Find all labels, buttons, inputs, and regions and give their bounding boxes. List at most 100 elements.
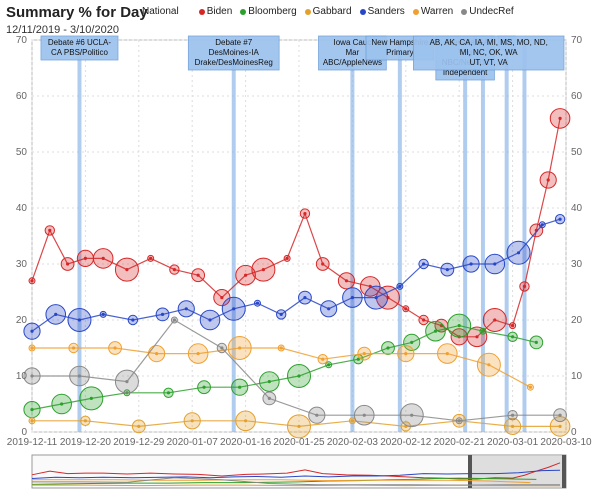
legend-item-gabbard[interactable]: Gabbard [304, 6, 352, 17]
legend-item-bloomberg[interactable]: Bloomberg [240, 6, 297, 17]
data-point-center [522, 284, 527, 288]
annotation-lines [77, 40, 527, 432]
data-point-center [404, 307, 408, 311]
data-point-center [457, 324, 461, 328]
series-bloomberg [23, 313, 544, 419]
data-point-center [172, 268, 176, 272]
event-marker-line [77, 40, 82, 432]
navigator-series-bloomberg [31, 477, 537, 485]
data-point-center [475, 335, 479, 339]
data-point-center [261, 268, 265, 272]
event-label-text: ABC/AppleNews [323, 58, 382, 67]
data-point-center [125, 380, 129, 384]
x-tick-label: 2019-12-20 [60, 437, 112, 448]
data-point-center [445, 352, 449, 356]
x-tick-label: 2020-02-03 [327, 437, 379, 448]
event-label-text: Drake/DesMoinesReg [195, 58, 273, 67]
legend-item-undecref[interactable]: UndecRef [461, 6, 514, 17]
data-point-center [510, 424, 515, 428]
data-point-center [267, 380, 271, 384]
data-point-center [433, 329, 438, 333]
legend-dot-icon [412, 8, 419, 15]
x-tick-label: 2020-03-01 [487, 437, 539, 448]
legend-item-warren[interactable]: Warren [412, 6, 453, 17]
event-marker-line [504, 40, 509, 432]
event-marker-line [480, 40, 485, 432]
data-point-center [220, 346, 224, 350]
data-point-center [244, 419, 248, 423]
data-point-center [510, 324, 515, 328]
legend-label: Biden [206, 6, 233, 17]
navigator-series-sanders [31, 469, 561, 480]
legend-dot-icon [461, 8, 468, 15]
legend-item-biden[interactable]: Biden [198, 6, 233, 17]
y-tick-label-right: 10 [571, 371, 583, 382]
data-point-center [540, 223, 544, 227]
data-point-center [374, 296, 378, 300]
y-tick-label-right: 50 [571, 147, 583, 158]
navigator-handle-right [562, 455, 566, 488]
y-tick-label-left: 50 [16, 147, 28, 158]
data-point-center [457, 419, 461, 423]
data-point-center [172, 318, 176, 322]
data-point-center [149, 256, 153, 260]
time-navigator[interactable] [31, 454, 567, 489]
data-point-center [404, 352, 408, 356]
data-point-center [297, 374, 301, 378]
data-point-center [166, 391, 171, 395]
data-point-center [208, 318, 212, 322]
navigator-series-undecref [32, 477, 561, 486]
y-tick-label-left: 20 [16, 315, 28, 326]
y-tick-label-right: 20 [571, 315, 583, 326]
y-tick-label-left: 10 [16, 371, 28, 382]
event-label-text: Mar [346, 48, 360, 57]
region-label[interactable]: National [142, 6, 179, 17]
data-point-center [350, 419, 354, 423]
x-tick-label: 2020-01-16 [220, 437, 272, 448]
legend-item-sanders[interactable]: Sanders [359, 6, 405, 17]
data-point-center [516, 251, 521, 255]
y-tick-label-right: 40 [571, 203, 583, 214]
data-point-center [30, 419, 34, 423]
series-undecref [23, 316, 567, 428]
data-point-center [410, 340, 414, 344]
data-point-center [196, 352, 200, 356]
event-label-text: Debate #6 UCLA- [48, 38, 111, 47]
x-tick-label: 2020-03-10 [540, 437, 592, 448]
event-label-box [412, 35, 565, 71]
data-point-center [528, 385, 533, 389]
event-label-text: UT, VT, VA [470, 58, 509, 67]
data-point-center [77, 374, 82, 378]
data-point-center [113, 346, 117, 350]
data-point-center [344, 279, 349, 283]
data-point-center [30, 329, 34, 333]
y-tick-label-left: 30 [16, 259, 28, 270]
event-annotation: AB, AK, CA, IA, MI, MS, MO, ND,MI, NC, O… [412, 35, 565, 71]
data-point-center [60, 402, 64, 406]
data-point-center [303, 296, 307, 300]
data-point-center [77, 318, 82, 322]
data-point-center [232, 307, 236, 311]
data-point-center [315, 413, 319, 417]
event-label-text: Independent [443, 68, 488, 77]
navigator-handle-left [468, 455, 472, 488]
event-label-text: Debate #7 [215, 38, 252, 47]
data-point-center [48, 228, 52, 232]
legend-label: Bloomberg [248, 6, 297, 17]
data-point-center [534, 340, 538, 344]
event-label-text: New Hampshire [371, 38, 428, 47]
x-tick-label: 2020-02-21 [434, 437, 486, 448]
data-point-center [101, 312, 105, 316]
data-point-center [422, 262, 426, 266]
data-point-center [356, 357, 360, 361]
data-point-center [297, 424, 301, 428]
data-point-center [439, 324, 443, 328]
legend-dot-icon [198, 8, 205, 15]
data-point-center [510, 413, 515, 417]
data-point-center [137, 424, 141, 428]
chart-title: Summary % for Day [6, 4, 148, 21]
legend-dot-icon [359, 8, 366, 15]
data-point-center [487, 363, 491, 367]
data-point-center [321, 357, 325, 361]
